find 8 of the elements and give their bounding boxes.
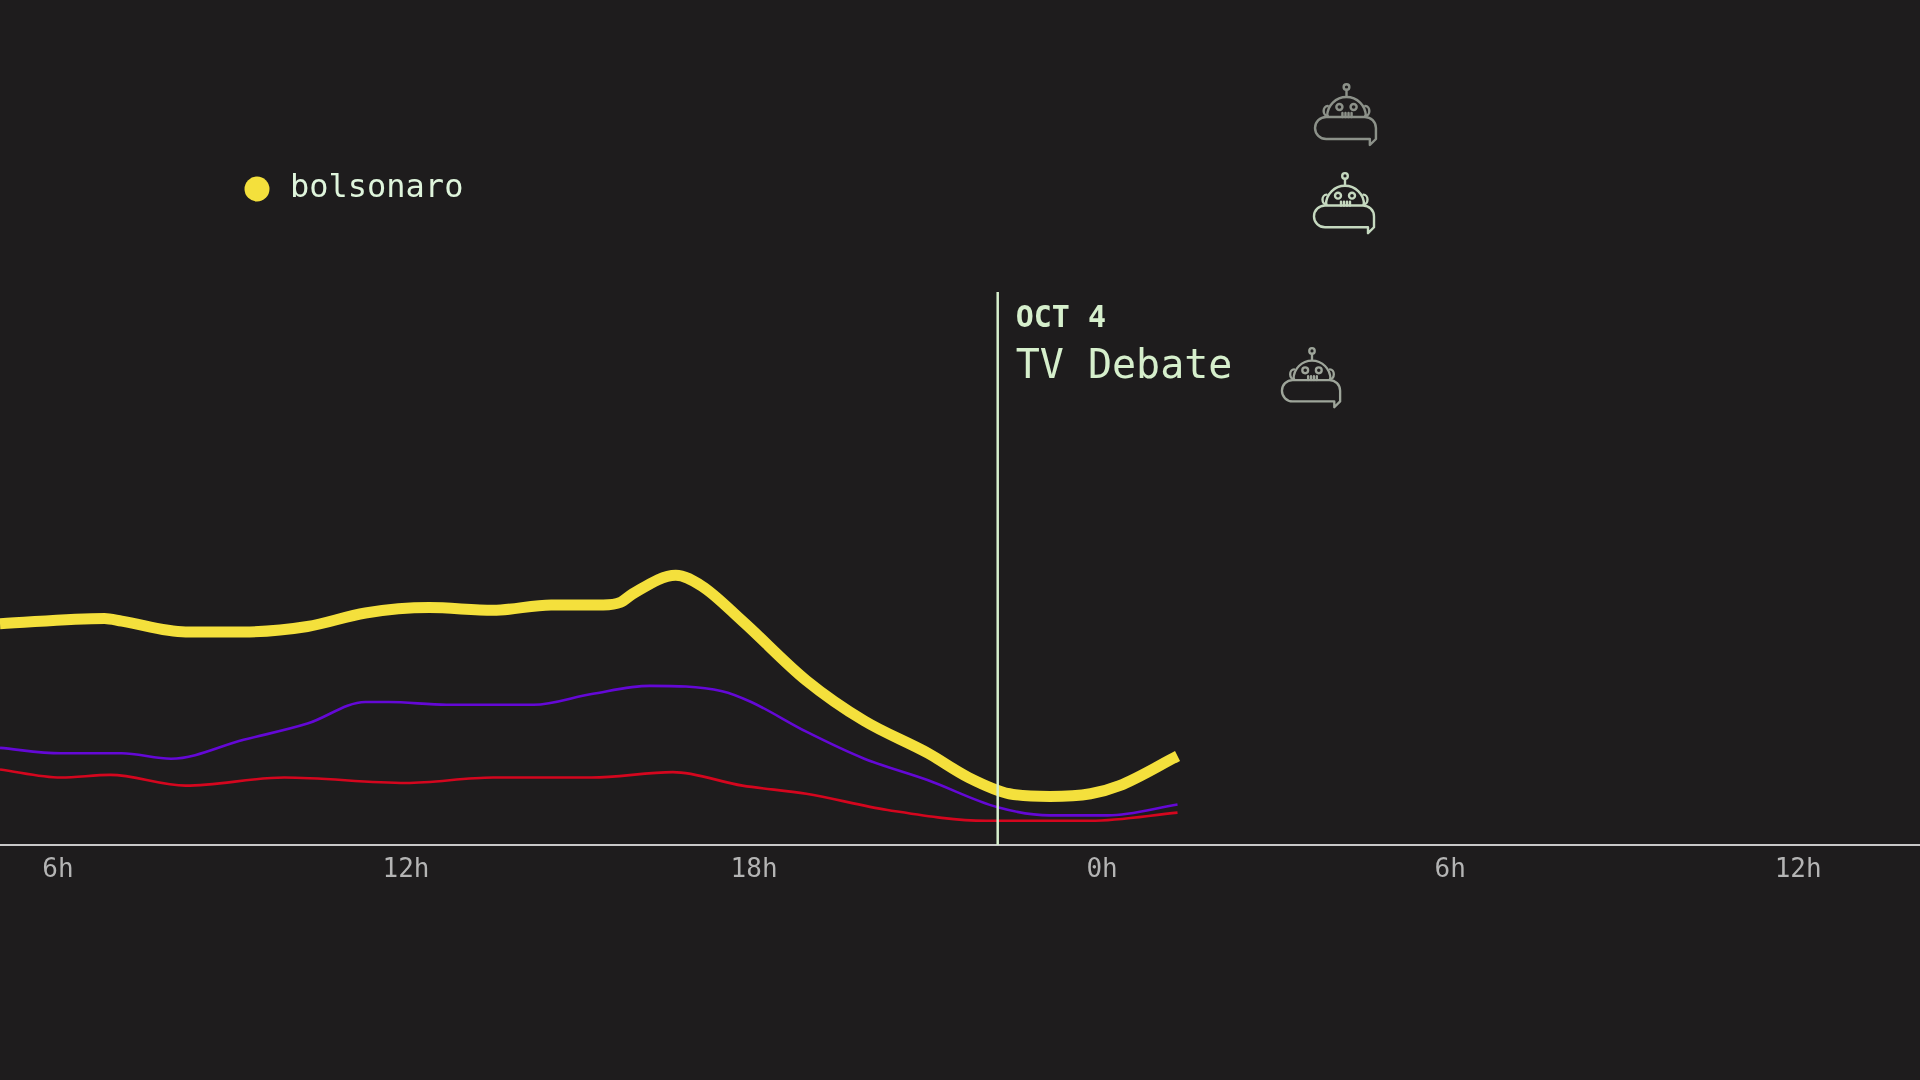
x-tick-label: 6h [1434,853,1466,884]
x-tick-label: 6h [42,853,74,884]
x-tick-label: 0h [1086,853,1118,884]
ref-line-label: OCT 4 TV Debate [1015,299,1233,387]
x-tick-label: 12h [382,853,430,884]
legend-label: bolsonaro [290,167,464,206]
x-tick-label: 12h [1774,853,1822,884]
x-tick-label: 18h [730,853,778,884]
